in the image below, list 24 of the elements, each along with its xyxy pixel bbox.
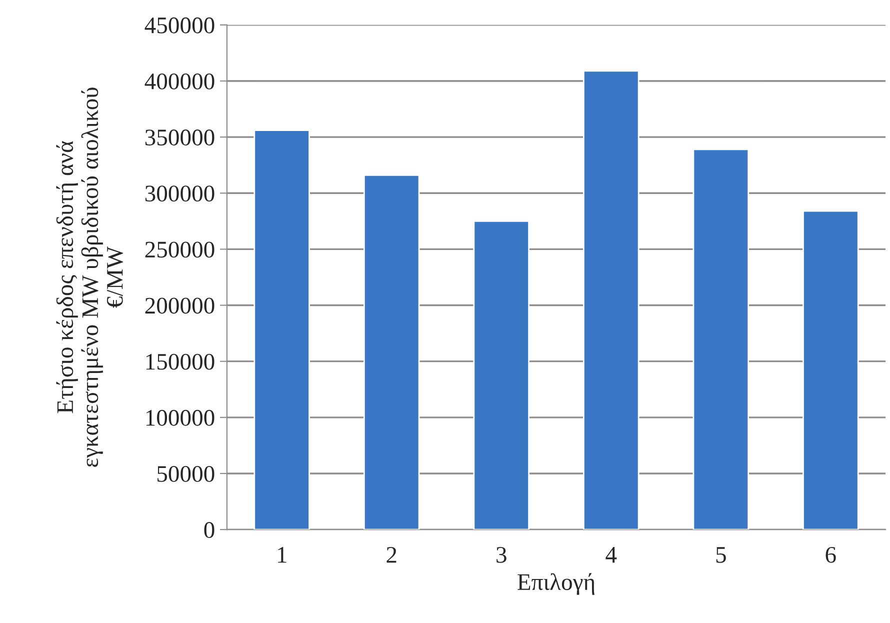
- y-tick-label: 0: [204, 522, 214, 538]
- x-tick-label: 4: [606, 547, 617, 563]
- y-tick-label: 250000: [145, 242, 214, 258]
- x-tick-label: 3: [496, 546, 506, 563]
- x-tick-label: 5: [716, 547, 726, 563]
- y-tick-label: 350000: [145, 130, 214, 146]
- bar: [473, 220, 530, 530]
- y-tick-label: 150000: [146, 354, 214, 370]
- bar: [363, 174, 420, 530]
- x-tick-label: 2: [386, 546, 396, 563]
- bar: [802, 210, 859, 530]
- bar: [254, 130, 310, 530]
- y-tick-label: 400000: [144, 73, 214, 90]
- y-tick-label: 100000: [146, 410, 214, 426]
- y-tick-label: 50000: [157, 466, 214, 482]
- y-tick-label: 450000: [144, 17, 214, 34]
- x-tick-label: 1: [278, 547, 286, 563]
- y-tick-label: 300000: [145, 186, 214, 202]
- bar: [692, 148, 750, 530]
- y-axis-title: Ετήσιο κέρδος επενδυτή ανά εγκατεστημένο MW υβριδικού αιολικού €/MW: [56, 88, 123, 467]
- y-tick-label: 200000: [145, 298, 214, 314]
- bar: [582, 70, 640, 530]
- x-axis-title: Επιλογή: [518, 573, 594, 595]
- x-tick-label: 6: [826, 546, 836, 563]
